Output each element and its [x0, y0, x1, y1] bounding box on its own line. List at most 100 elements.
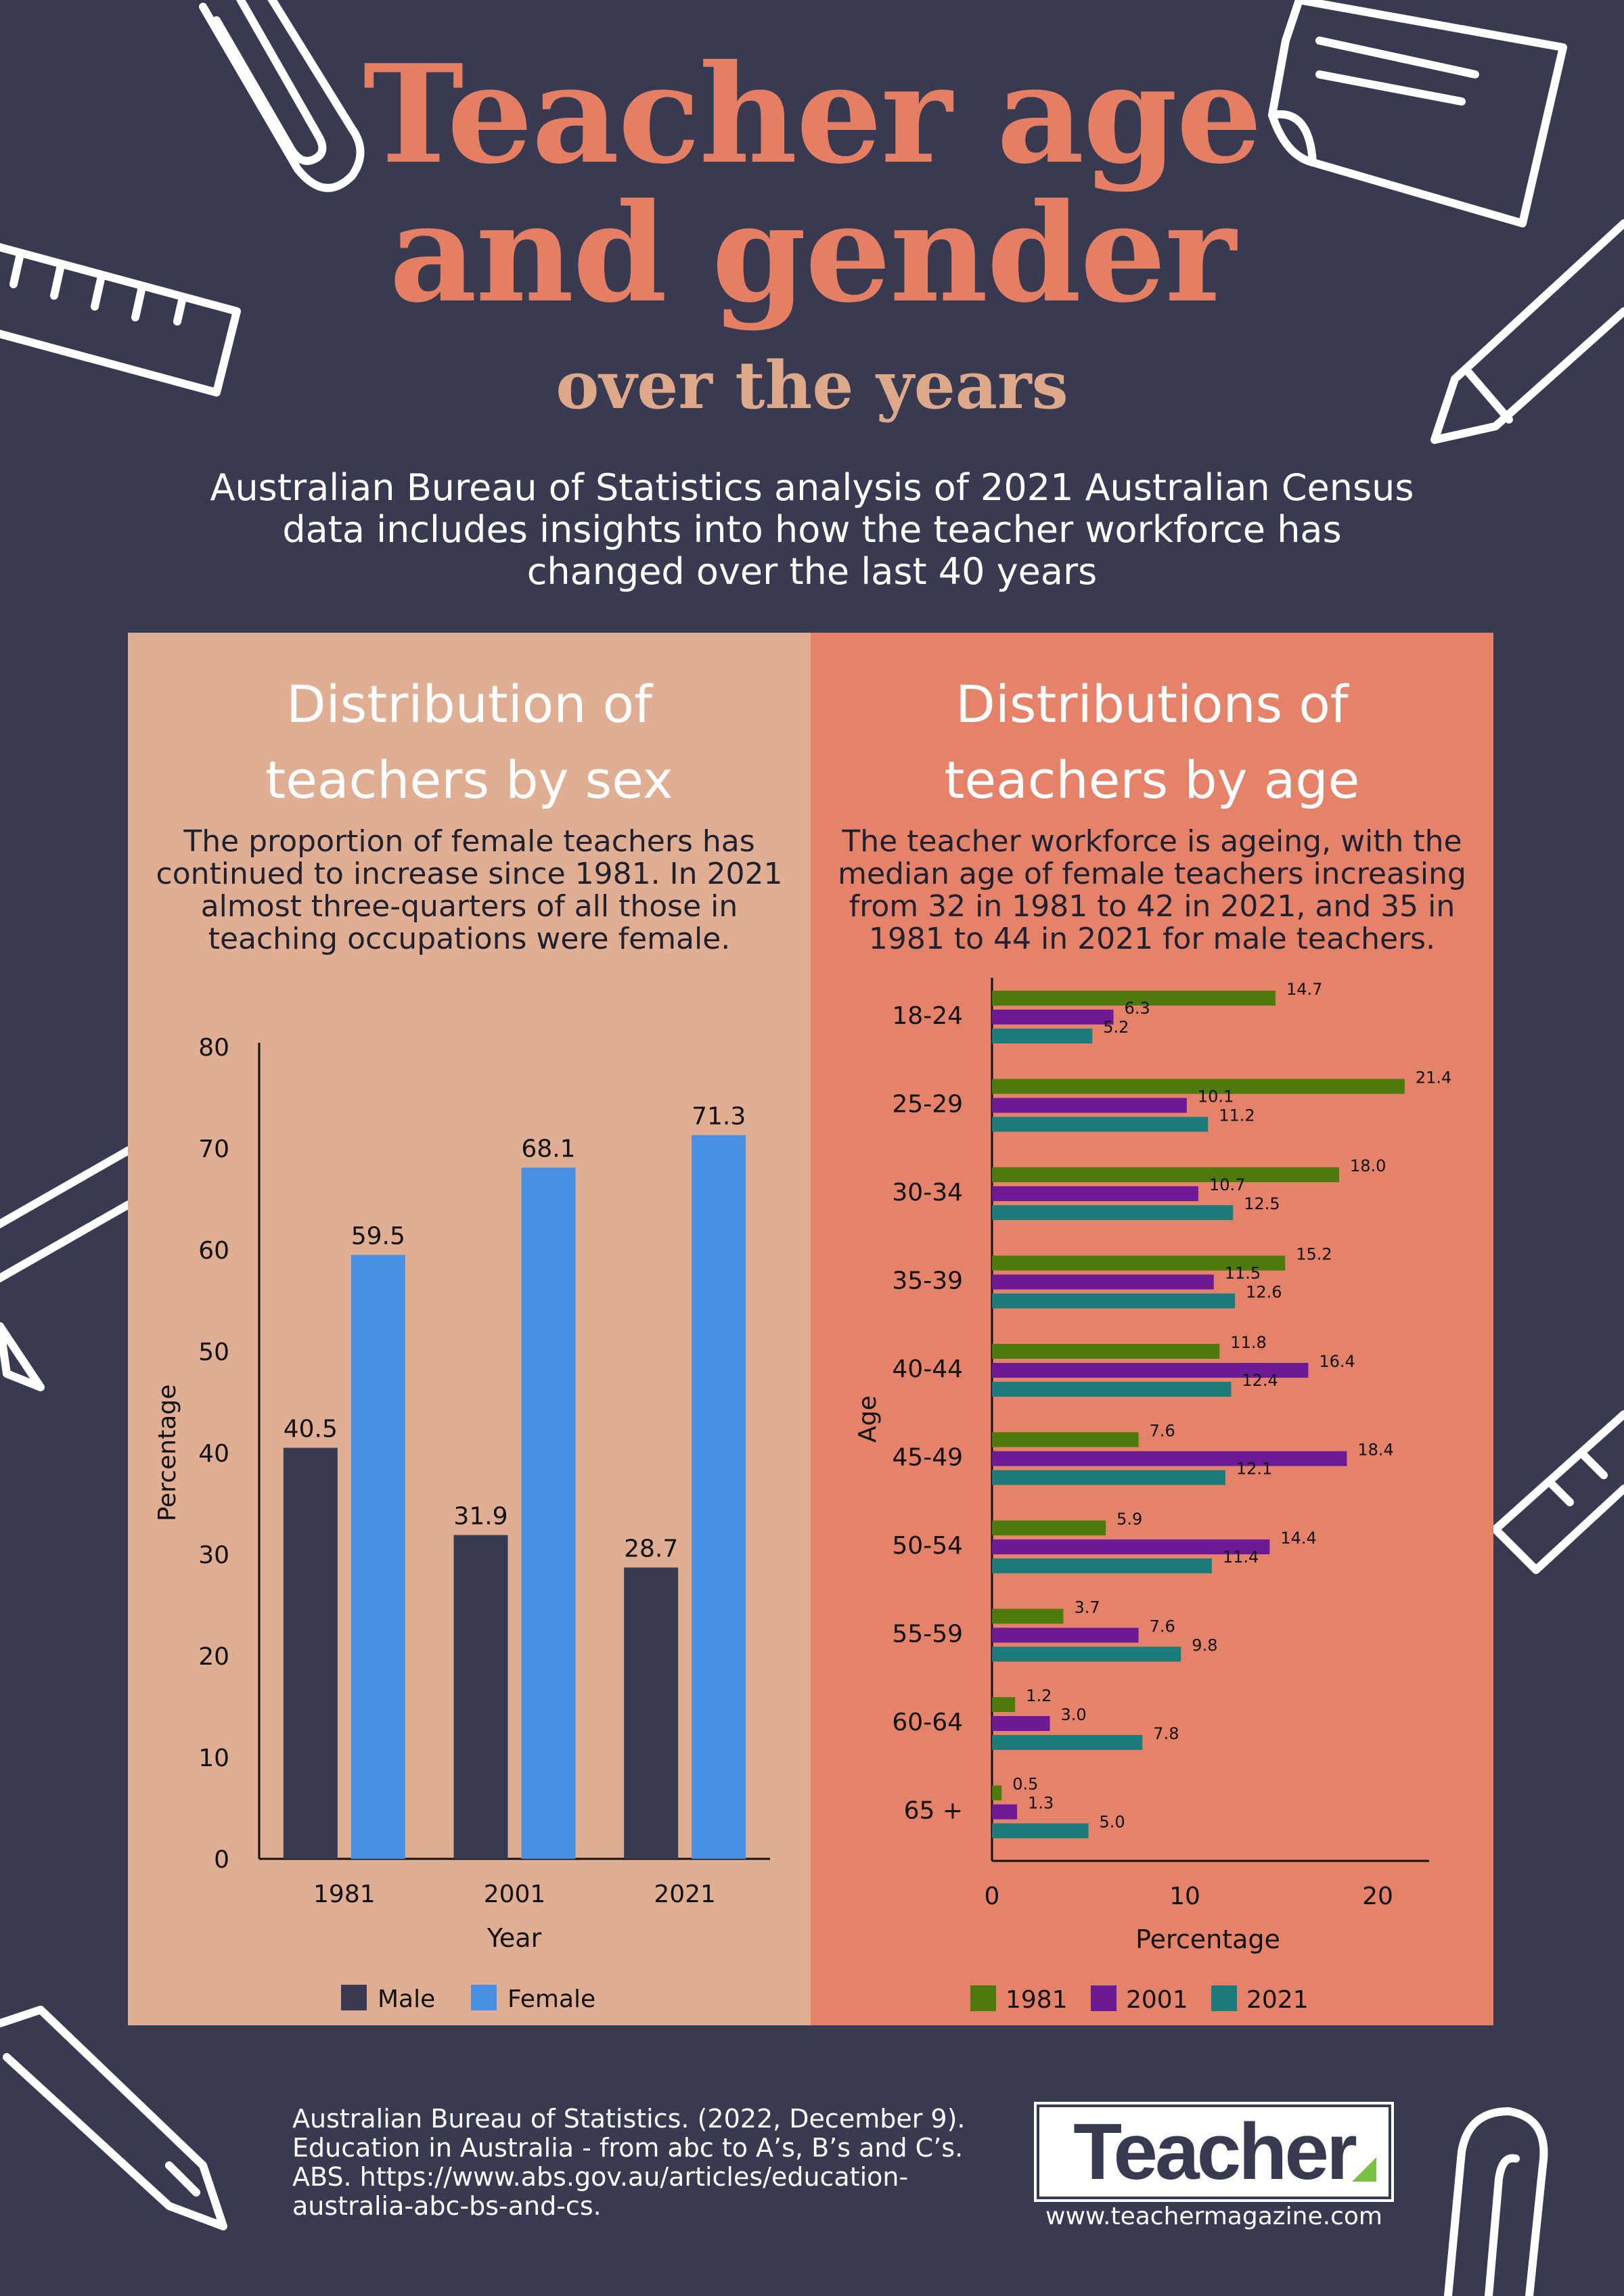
sex-panel-description: The proportion of female teachers has co… [156, 824, 783, 956]
data-label-2001-65: 1.3 [1028, 1794, 1054, 1813]
legend-swatch-2001 [1091, 1985, 1116, 2011]
ruler-icon-right [1491, 1410, 1624, 1574]
x-axis-title: Year [487, 1923, 542, 1953]
data-label-2021-45-49: 12.1 [1236, 1460, 1272, 1479]
data-label-1981-50-54: 5.9 [1116, 1510, 1142, 1529]
age-panel-title-line1: Distributions of [955, 674, 1349, 734]
page-title-line2: and gender [389, 174, 1236, 333]
data-label-2021-18-24: 5.2 [1103, 1018, 1129, 1037]
y-tick-label-55-59: 55-59 [892, 1621, 963, 1648]
bar-female-2001 [521, 1167, 576, 1859]
y-tick-label-20: 20 [198, 1643, 229, 1671]
bar-male-2001 [453, 1535, 508, 1859]
bar-2021-50-54 [992, 1558, 1212, 1573]
data-label-2021-50-54: 11.4 [1223, 1548, 1259, 1567]
legend-label-2001: 2001 [1126, 1986, 1188, 2014]
y-tick-label-50: 50 [198, 1338, 229, 1366]
y-axis-title: Percentage [154, 1385, 181, 1522]
bar-2001-35-39 [992, 1274, 1214, 1290]
bar-male-1981 [283, 1447, 338, 1859]
bar-2021-18-24 [992, 1029, 1093, 1043]
bar-2001-60-64 [992, 1716, 1050, 1731]
data-label-male-2001: 31.9 [453, 1503, 508, 1531]
data-label-2001-45-49: 18.4 [1357, 1441, 1393, 1460]
bar-2021-55-59 [992, 1646, 1181, 1662]
bar-2021-35-39 [992, 1293, 1236, 1309]
website-link[interactable]: www.teachermagazine.com [1045, 2203, 1382, 2230]
x-tick-label-2001: 2001 [484, 1881, 546, 1908]
data-label-2001-40-44: 16.4 [1319, 1352, 1355, 1371]
x-tick-label-20: 20 [1362, 1883, 1393, 1910]
bookmark-icon [0, 1146, 133, 1391]
bar-2001-25-29 [992, 1098, 1187, 1113]
y-tick-label-65: 65 + [904, 1797, 963, 1825]
y-tick-label-30-34: 30-34 [892, 1179, 963, 1207]
data-label-2001-55-59: 7.6 [1150, 1617, 1175, 1636]
age-panel-title-line2: teachers by age [944, 750, 1360, 810]
bar-male-2021 [624, 1567, 679, 1859]
data-label-male-1981: 40.5 [284, 1416, 338, 1443]
intro-text: Australian Bureau of Statistics analysis… [210, 466, 1414, 593]
bar-1981-30-34 [992, 1167, 1339, 1182]
bar-2001-55-59 [992, 1627, 1139, 1643]
bar-2021-40-44 [992, 1382, 1232, 1397]
bar-2001-45-49 [992, 1451, 1347, 1466]
data-label-2021-60-64: 7.8 [1153, 1724, 1179, 1743]
data-label-1981-30-34: 18.0 [1350, 1156, 1386, 1175]
x-axis-title: Percentage [1135, 1924, 1280, 1954]
x-tick-label-1981: 1981 [313, 1881, 376, 1908]
bar-1981-45-49 [992, 1432, 1139, 1447]
x-tick-label-10: 10 [1169, 1883, 1200, 1910]
legend-label-female: Female [508, 1985, 595, 2013]
source-citation: Australian Bureau of Statistics. (2022, … [292, 2104, 966, 2221]
bar-2001-40-44 [992, 1363, 1309, 1378]
bar-2021-60-64 [992, 1735, 1143, 1750]
y-tick-label-18-24: 18-24 [892, 1002, 963, 1030]
y-tick-label-40: 40 [198, 1440, 229, 1468]
data-label-1981-35-39: 15.2 [1296, 1245, 1332, 1264]
legend-label-2021: 2021 [1246, 1986, 1309, 2014]
data-label-female-1981: 59.5 [351, 1223, 405, 1251]
data-label-1981-25-29: 21.4 [1416, 1068, 1451, 1087]
bar-2021-30-34 [992, 1205, 1234, 1220]
data-label-female-2021: 71.3 [692, 1103, 746, 1131]
data-label-male-2021: 28.7 [624, 1535, 678, 1563]
sex-distribution-panel: Distribution of teachers by sex The prop… [128, 633, 811, 2025]
bar-1981-50-54 [992, 1521, 1106, 1535]
paperclip-icon-bottom [1444, 2107, 1548, 2296]
data-label-1981-55-59: 3.7 [1074, 1598, 1100, 1617]
data-label-2021-40-44: 12.4 [1242, 1371, 1278, 1390]
bar-1981-18-24 [992, 991, 1276, 1006]
data-label-2021-25-29: 11.2 [1219, 1106, 1255, 1125]
bar-1981-40-44 [992, 1344, 1220, 1359]
bar-1981-65 [992, 1785, 1002, 1801]
legend-label-1981: 1981 [1006, 1986, 1068, 2014]
legend-swatch-female [471, 1985, 497, 2010]
y-axis-title: Age [854, 1395, 882, 1443]
data-label-2001-35-39: 11.5 [1225, 1264, 1261, 1283]
data-label-2001-25-29: 10.1 [1198, 1087, 1234, 1106]
y-tick-label-60: 60 [198, 1237, 229, 1265]
y-tick-label-40-44: 40-44 [892, 1355, 963, 1383]
y-tick-label-25-29: 25-29 [892, 1091, 963, 1119]
age-panel-description: The teacher workforce is ageing, with th… [838, 824, 1466, 956]
legend-swatch-male [341, 1985, 367, 2010]
bar-1981-35-39 [992, 1255, 1286, 1271]
data-label-1981-45-49: 7.6 [1150, 1422, 1175, 1441]
bar-1981-55-59 [992, 1608, 1064, 1624]
data-label-2001-60-64: 3.0 [1061, 1705, 1087, 1724]
sex-panel-title-line2: teachers by sex [265, 750, 673, 810]
age-distribution-panel: Distributions of teachers by age The tea… [811, 633, 1493, 2025]
legend-swatch-1981 [970, 1985, 996, 2011]
teacher-logo[interactable]: Teacher [1034, 2102, 1394, 2202]
data-label-2001-18-24: 6.3 [1125, 999, 1150, 1018]
y-tick-label-70: 70 [198, 1135, 229, 1163]
data-label-2021-35-39: 12.6 [1246, 1283, 1282, 1302]
y-tick-label-50-54: 50-54 [892, 1532, 963, 1560]
age-panel-title: Distributions of teachers by age [811, 667, 1493, 818]
bar-female-2021 [692, 1135, 746, 1859]
bar-2021-65 [992, 1823, 1089, 1839]
legend-swatch-2021 [1211, 1985, 1237, 2011]
x-tick-label-2021: 2021 [654, 1881, 716, 1908]
bar-2001-30-34 [992, 1186, 1198, 1201]
